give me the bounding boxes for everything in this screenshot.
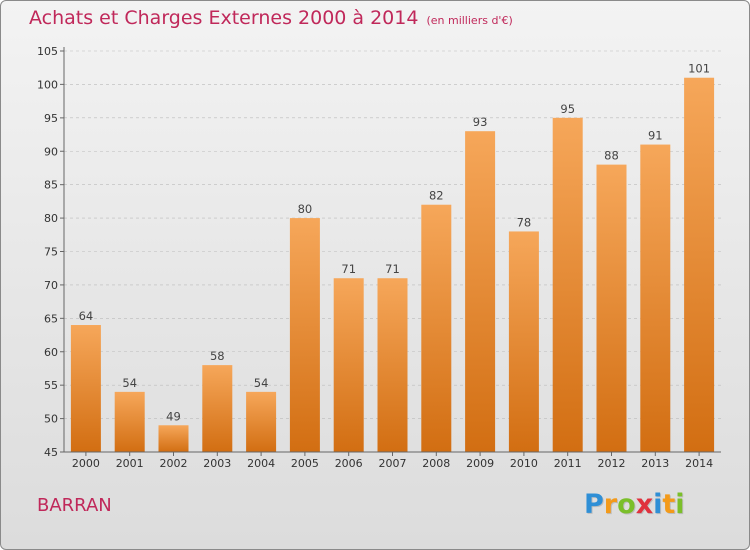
bar-value-label: 95 xyxy=(560,102,575,116)
x-tick-label: 2005 xyxy=(291,457,319,470)
y-tick-label: 105 xyxy=(37,45,58,58)
bar xyxy=(552,117,583,452)
logo-letter: i xyxy=(675,489,685,520)
x-tick-label: 2010 xyxy=(510,457,538,470)
x-tick-label: 2011 xyxy=(554,457,582,470)
bar-value-label: 93 xyxy=(473,115,488,129)
bar-value-label: 58 xyxy=(210,349,225,363)
bar-value-label: 91 xyxy=(648,129,663,143)
y-tick-label: 55 xyxy=(44,379,58,392)
x-tick-label: 2001 xyxy=(116,457,144,470)
bar xyxy=(377,278,408,452)
logo-letter: x xyxy=(635,489,654,520)
x-axis: 2000 2001 2002 2003 2004 2005 2006 2007 2008 2009… xyxy=(64,451,721,470)
x-tick-label: 2004 xyxy=(247,457,275,470)
x-tick-label: 2012 xyxy=(598,457,626,470)
y-tick-label: 75 xyxy=(44,246,58,259)
proxiti-logo: Proxiti xyxy=(584,489,685,520)
bar xyxy=(465,131,496,452)
x-tick-label: 2007 xyxy=(379,457,407,470)
y-tick-label: 45 xyxy=(44,446,58,459)
x-tick-label: 2009 xyxy=(466,457,494,470)
bar xyxy=(333,278,364,452)
bar xyxy=(508,231,539,452)
bar-value-label: 82 xyxy=(429,189,444,203)
x-tick-label: 2006 xyxy=(335,457,363,470)
y-tick-label: 90 xyxy=(44,145,58,158)
logo-letter: i xyxy=(653,489,663,520)
logo-letter: o xyxy=(617,489,636,520)
y-tick-label: 70 xyxy=(44,279,58,292)
bar xyxy=(684,77,715,452)
bar-value-label: 49 xyxy=(166,409,181,423)
bar-value-label: 64 xyxy=(79,309,94,323)
y-tick-label: 80 xyxy=(44,212,58,225)
place-name: BARRAN xyxy=(37,495,112,516)
bar-value-label: 71 xyxy=(341,262,356,276)
bar xyxy=(640,144,671,453)
y-tick-label: 50 xyxy=(44,413,58,426)
y-tick-label: 95 xyxy=(44,112,58,125)
bar xyxy=(421,204,452,452)
chart-title: Achats et Charges Externes 2000 à 2014 (e… xyxy=(29,7,513,29)
x-tick-label: 2002 xyxy=(160,457,188,470)
bar-value-label: 80 xyxy=(298,202,313,216)
x-tick-label: 2000 xyxy=(72,457,100,470)
logo-letter: r xyxy=(603,489,618,520)
x-tick-label: 2003 xyxy=(203,457,231,470)
bar xyxy=(246,391,277,452)
bar-value-label: 88 xyxy=(604,149,619,163)
x-tick-label: 2008 xyxy=(422,457,450,470)
bar-value-label: 54 xyxy=(122,376,137,390)
y-tick-label: 100 xyxy=(37,78,58,91)
bar xyxy=(596,164,627,452)
bar xyxy=(114,391,145,452)
bar-value-label: 78 xyxy=(517,215,532,229)
y-axis: 45 50 55 60 65 70 75 80 85 90 95 100 105 xyxy=(37,45,65,459)
bar xyxy=(202,365,233,452)
bar xyxy=(289,218,320,452)
logo-letter: P xyxy=(584,489,604,520)
y-tick-label: 85 xyxy=(44,179,58,192)
y-tick-label: 60 xyxy=(44,346,58,359)
logo-letter: t xyxy=(662,489,676,520)
bar-value-label: 71 xyxy=(385,262,400,276)
bar xyxy=(70,325,101,452)
bar xyxy=(158,425,189,452)
y-tick-label: 65 xyxy=(44,312,58,325)
x-tick-label: 2014 xyxy=(685,457,713,470)
bar-value-label: 54 xyxy=(254,376,269,390)
bars: 64 54 49 58 54 80 71 71 82 93 78 95 88 91 101 xyxy=(70,62,715,453)
x-tick-label: 2013 xyxy=(641,457,669,470)
bar-value-label: 101 xyxy=(688,62,710,76)
chart-subtitle: (en milliers d'€) xyxy=(426,14,513,27)
chart-title-text: Achats et Charges Externes 2000 à 2014 xyxy=(29,7,419,29)
